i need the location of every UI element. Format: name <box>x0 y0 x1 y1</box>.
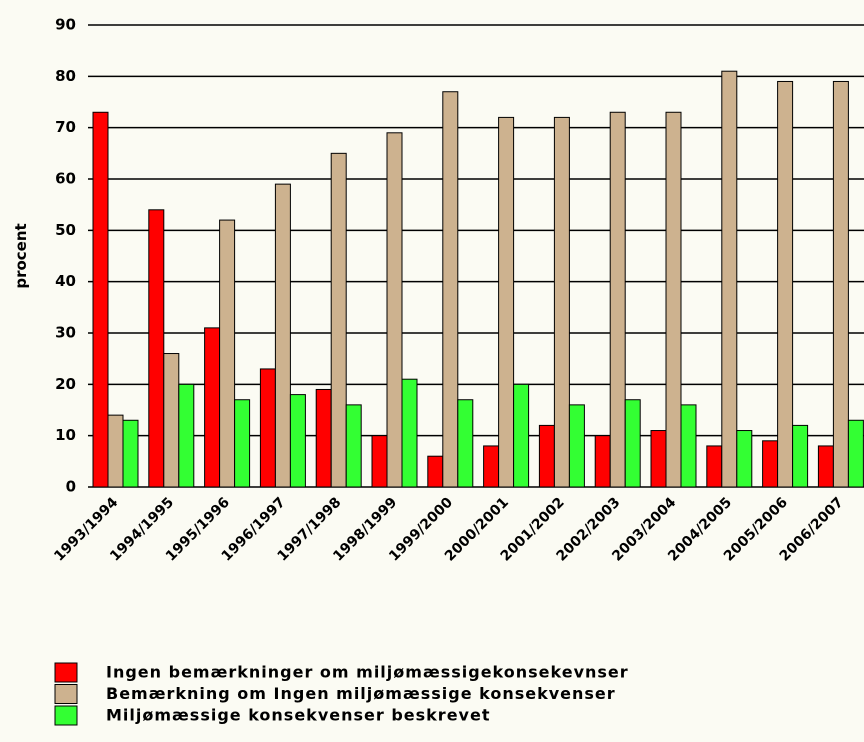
bar <box>553 116 570 488</box>
bar <box>427 455 444 488</box>
bar <box>234 399 251 488</box>
bar <box>259 368 276 488</box>
bar <box>568 404 585 488</box>
bar <box>847 419 864 488</box>
bar <box>665 111 682 488</box>
legend-swatch <box>54 662 78 683</box>
y-axis-label: procent <box>12 223 30 288</box>
legend-swatch <box>54 705 78 726</box>
bar <box>122 419 139 488</box>
y-tick-label: 70 <box>55 118 76 136</box>
bar <box>624 399 641 488</box>
bar <box>483 445 500 488</box>
bar <box>792 424 809 488</box>
y-tick-label: 50 <box>55 221 76 239</box>
bar <box>736 430 753 488</box>
y-tick-label: 30 <box>55 324 76 342</box>
bar <box>401 378 418 488</box>
y-tick-label: 80 <box>55 67 76 85</box>
legend-label: Ingen bemærkninger om miljømæssigekonsek… <box>106 663 629 682</box>
bar <box>219 219 236 488</box>
legend-swatch <box>54 684 78 704</box>
bar <box>457 399 474 488</box>
bar <box>538 424 555 488</box>
bar <box>680 404 697 488</box>
bar <box>650 430 667 488</box>
bar <box>274 183 291 488</box>
bar <box>777 80 794 488</box>
bar <box>832 80 849 488</box>
y-tick-label: 0 <box>66 478 76 496</box>
bar <box>721 70 738 488</box>
y-tick-label: 40 <box>55 272 76 290</box>
bar <box>107 414 124 488</box>
bar <box>163 353 180 488</box>
bar <box>609 111 626 488</box>
y-tick-label: 20 <box>55 375 76 393</box>
bar <box>178 383 195 488</box>
bar <box>386 132 403 488</box>
legend-label: Bemærkning om Ingen miljømæssige konsekv… <box>106 684 616 703</box>
bar <box>92 111 109 488</box>
bar <box>594 435 611 488</box>
legend-label: Miljømæssige konsekvenser beskrevet <box>106 706 490 725</box>
bar <box>289 394 306 488</box>
y-tick-label: 90 <box>55 16 76 34</box>
y-tick-label: 10 <box>55 426 76 444</box>
bar <box>513 383 530 488</box>
bar <box>204 327 221 488</box>
bar <box>762 440 779 488</box>
bar <box>330 152 347 488</box>
y-tick-label: 60 <box>55 170 76 188</box>
bar <box>817 445 834 488</box>
bar <box>315 388 332 488</box>
bar <box>706 445 723 488</box>
bar <box>345 404 362 488</box>
bar <box>371 435 388 488</box>
bar <box>498 116 515 488</box>
bar <box>148 209 165 488</box>
bar <box>442 91 459 488</box>
